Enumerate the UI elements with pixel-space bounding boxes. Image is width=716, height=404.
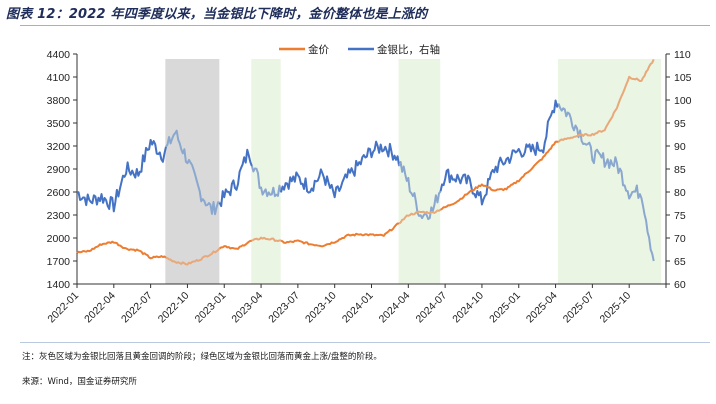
y-tick-label: 4400 [47, 49, 71, 61]
legend-gold-label: 金价 [308, 43, 329, 56]
title-divider [20, 25, 710, 26]
green-shaded-region [251, 59, 281, 284]
y2-tick-label: 70 [674, 233, 686, 245]
chart: 1400 1700 2000 2300 2600 2900 3200 3500 3800 4100… [45, 43, 692, 326]
y-tick-label: 2000 [47, 233, 71, 245]
y-tick-label: 1700 [47, 256, 71, 268]
legend-ratio-label: 金银比，右轴 [377, 43, 440, 56]
series-lines [76, 58, 655, 266]
chart-source: 来源：Wind，国金证券研究所 [22, 377, 137, 387]
gold-price-line [251, 236, 282, 243]
y-tick-label: 2600 [47, 187, 71, 199]
x-tick-label: 2025-10 [598, 290, 634, 326]
y2-tick-label: 100 [674, 95, 692, 107]
x-tick-label: 2023-04 [229, 290, 265, 326]
x-tick-label: 2023-01 [193, 290, 229, 326]
y-tick-label: 1400 [47, 279, 71, 291]
y2-tick-label: 80 [674, 187, 686, 199]
shaded-regions [165, 59, 662, 284]
gold-price-line [440, 140, 559, 211]
x-tick-label: 2024-07 [414, 290, 450, 326]
y-tick-label: 3800 [47, 95, 71, 107]
y-tick-label: 4100 [47, 72, 71, 84]
legend: 金价 金银比，右轴 [279, 43, 440, 56]
x-tick-label: 2022-07 [119, 290, 155, 326]
x-tick-label: 2025-04 [524, 290, 560, 326]
y2-tick-label: 95 [674, 118, 686, 130]
gold-silver-ratio-line [439, 99, 560, 206]
green-shaded-region [558, 59, 662, 284]
y-tick-label: 2900 [47, 164, 71, 176]
gold-price-line [280, 222, 400, 248]
y2-tick-label: 60 [674, 279, 686, 291]
x-tick-label: 2022-01 [45, 290, 81, 326]
y2-tick-label: 65 [674, 256, 686, 268]
x-tick-label: 2024-01 [340, 290, 376, 326]
y-tick-label: 3200 [47, 141, 71, 153]
gold-silver-ratio-line [557, 103, 655, 262]
y2-tick-label: 110 [674, 49, 691, 61]
gold-price-line [76, 240, 167, 260]
y-tick-label: 2300 [47, 210, 71, 222]
chart-title: 图表 12：2022 年四季度以来，当金银比下降时，金价整体也是上涨的 [6, 7, 428, 22]
chart-note: 注：灰色区域为金银比回落且黄金回调的阶段；绿色区域为金银比回落而黄金上涨/盘整的… [22, 352, 382, 362]
x-tick-label: 2025-01 [487, 290, 523, 326]
gold-price-line [165, 247, 221, 266]
gold-price-line [219, 239, 252, 250]
gold-price-line [398, 208, 442, 225]
y2-tick-label: 85 [674, 164, 686, 176]
x-tick-label: 2024-04 [377, 290, 413, 326]
gold-silver-ratio-line [398, 161, 442, 221]
gold-price-line [557, 58, 655, 143]
x-tick-label: 2023-10 [303, 290, 339, 326]
x-tick-label: 2025-07 [561, 290, 597, 326]
y2-tick-label: 75 [674, 210, 686, 222]
x-tick-label: 2024-10 [450, 290, 486, 326]
footer-divider [20, 342, 710, 343]
x-tick-label: 2023-07 [266, 290, 302, 326]
gold-silver-ratio-line [250, 165, 282, 198]
gold-silver-ratio-line [218, 148, 253, 208]
gray-shaded-region [165, 59, 220, 284]
x-tick-label: 2022-04 [82, 290, 118, 326]
gold-silver-ratio-line [76, 138, 167, 213]
gold-silver-ratio-line [280, 140, 401, 199]
gold-silver-ratio-line [165, 129, 220, 216]
y2-tick-label: 105 [674, 72, 692, 84]
y2-tick-label: 90 [674, 141, 686, 153]
x-tick-label: 2022-10 [156, 290, 192, 326]
y-tick-label: 3500 [47, 118, 71, 130]
